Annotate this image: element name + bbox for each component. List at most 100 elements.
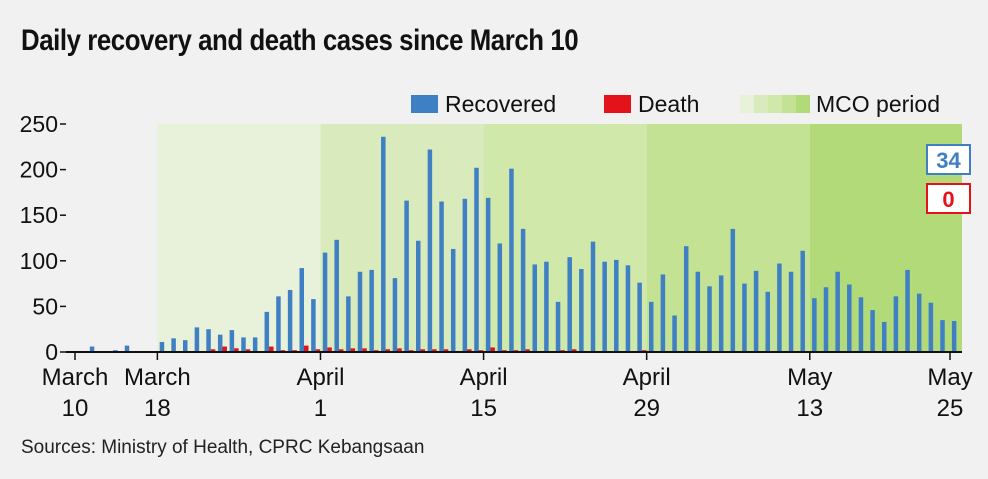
bar-recovered bbox=[672, 315, 677, 352]
legend-swatch-death bbox=[604, 95, 631, 113]
y-tick-label: 200 bbox=[20, 157, 58, 183]
bar-recovered bbox=[462, 198, 468, 352]
mco-band-4 bbox=[646, 124, 810, 352]
bar-recovered bbox=[928, 302, 934, 352]
bar-recovered bbox=[742, 283, 747, 352]
bar-recovered bbox=[614, 259, 619, 352]
x-tick-label-month: May bbox=[927, 364, 972, 391]
y-tick-label: 50 bbox=[32, 293, 58, 319]
bar-recovered bbox=[567, 257, 572, 352]
bar-recovered bbox=[520, 228, 526, 352]
bar-recovered bbox=[217, 334, 223, 352]
bar-recovered bbox=[718, 275, 724, 352]
bar-death bbox=[420, 349, 425, 352]
bar-recovered bbox=[241, 337, 246, 352]
bar-death bbox=[338, 349, 344, 352]
latest-recovered-box: 34 bbox=[926, 144, 971, 175]
bar-recovered bbox=[427, 149, 433, 352]
legend-label-recovered: Recovered bbox=[445, 91, 556, 117]
bar-recovered bbox=[683, 246, 689, 352]
bar-recovered bbox=[602, 261, 607, 352]
bar-recovered bbox=[450, 248, 456, 352]
bar-death bbox=[304, 345, 309, 352]
bar-recovered bbox=[882, 321, 887, 352]
bar-death bbox=[490, 347, 495, 352]
latest-recovered-value: 34 bbox=[936, 148, 961, 173]
x-tick-label-month: March bbox=[124, 364, 191, 391]
bar-death bbox=[443, 349, 449, 352]
bar-death bbox=[245, 349, 251, 352]
legend-label-mco: MCO period bbox=[816, 91, 940, 117]
bar-recovered bbox=[905, 269, 910, 352]
x-tick-label-month: March bbox=[42, 364, 109, 391]
chart-title: Daily recovery and death cases since Mar… bbox=[21, 24, 579, 57]
bar-recovered bbox=[264, 311, 270, 352]
legend-label-death: Death bbox=[638, 91, 699, 117]
mco-band-2 bbox=[320, 124, 484, 352]
bar-death bbox=[362, 348, 367, 352]
bars bbox=[66, 136, 957, 352]
bar-recovered bbox=[159, 341, 165, 352]
bar-recovered bbox=[532, 264, 537, 352]
bar-recovered bbox=[89, 346, 95, 352]
bar-death bbox=[327, 347, 332, 352]
bar-recovered bbox=[183, 340, 188, 352]
bar-recovered bbox=[334, 239, 339, 352]
mco-band-3 bbox=[483, 124, 647, 352]
latest-death-frame bbox=[926, 183, 971, 214]
bar-recovered bbox=[870, 310, 875, 352]
bar-recovered bbox=[660, 274, 666, 352]
mco-bands bbox=[157, 124, 962, 352]
bar-recovered bbox=[322, 252, 328, 352]
bar-recovered bbox=[404, 200, 409, 352]
bar-recovered bbox=[707, 286, 712, 352]
bar-recovered bbox=[346, 296, 351, 352]
bar-recovered bbox=[124, 345, 130, 352]
bar-death bbox=[315, 349, 321, 352]
bar-recovered bbox=[800, 250, 805, 352]
bar-recovered bbox=[835, 271, 840, 352]
source-note: Sources: Ministry of Health, CPRC Kebang… bbox=[21, 437, 425, 458]
bar-death bbox=[269, 346, 274, 352]
latest-death-box: 0 bbox=[926, 183, 971, 214]
legend: Recovered Death MCO period bbox=[411, 91, 940, 117]
bar-recovered bbox=[497, 243, 503, 352]
bar-recovered bbox=[579, 269, 584, 352]
legend-swatch-mco bbox=[740, 95, 810, 113]
y-tick-label: 250 bbox=[20, 111, 58, 137]
bar-recovered bbox=[287, 289, 293, 352]
bar-recovered bbox=[893, 296, 899, 352]
bar-recovered bbox=[194, 327, 200, 352]
bar-recovered bbox=[765, 291, 770, 352]
bar-recovered bbox=[229, 330, 235, 352]
bar-recovered bbox=[847, 284, 852, 352]
bar-recovered bbox=[555, 301, 561, 352]
y-tick-label: 0 bbox=[45, 339, 58, 365]
bar-recovered bbox=[416, 240, 421, 352]
bar-death bbox=[385, 349, 391, 352]
bar-recovered bbox=[951, 320, 957, 352]
x-tick-label-day: 25 bbox=[937, 395, 964, 422]
bar-recovered bbox=[276, 296, 281, 352]
bar-recovered bbox=[311, 299, 316, 352]
x-tick-label-day: 18 bbox=[144, 395, 171, 422]
bar-death bbox=[234, 348, 239, 352]
bar-recovered bbox=[590, 241, 596, 352]
y-axis-ticks: 0 50 100 150 200 250 bbox=[20, 111, 66, 365]
bar-recovered bbox=[812, 298, 817, 352]
latest-death-value: 0 bbox=[942, 187, 954, 212]
x-tick-label-month: April bbox=[623, 364, 671, 391]
bar-death bbox=[210, 349, 216, 352]
bar-death bbox=[222, 346, 227, 352]
bar-recovered bbox=[753, 270, 759, 352]
bar-recovered bbox=[392, 278, 398, 352]
bar-recovered bbox=[788, 271, 794, 352]
bar-death bbox=[350, 348, 356, 352]
x-tick-label-day: 1 bbox=[314, 395, 327, 422]
bar-recovered bbox=[823, 287, 829, 352]
x-tick-label-month: April bbox=[460, 364, 508, 391]
bar-recovered bbox=[625, 265, 631, 352]
bar-death bbox=[525, 349, 530, 352]
